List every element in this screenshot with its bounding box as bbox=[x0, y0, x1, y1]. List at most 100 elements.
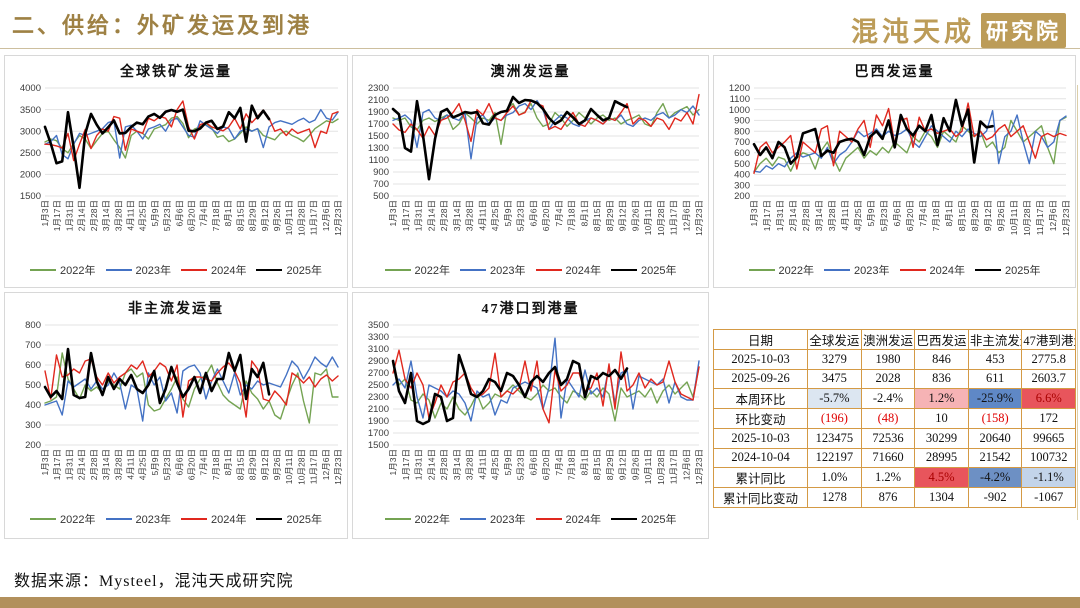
legend-label: 2022年 bbox=[414, 265, 451, 277]
table-cell: 20640 bbox=[967, 428, 1023, 449]
legend-label: 2023年 bbox=[490, 265, 526, 277]
chart-panel-ports: 47港口到港量 1500 1700 1900 2100 2300 2500 2700 2900… bbox=[352, 292, 709, 539]
svg-text:6月6日: 6月6日 bbox=[174, 200, 184, 226]
svg-text:8月1日: 8月1日 bbox=[223, 200, 233, 226]
table-cell: -4.2% bbox=[967, 467, 1023, 488]
legend-item: 2023年 bbox=[105, 262, 171, 278]
svg-text:1月31日: 1月31日 bbox=[414, 200, 424, 231]
legend-item: 2025年 bbox=[610, 262, 676, 278]
svg-text:4月25日: 4月25日 bbox=[853, 200, 863, 231]
svg-text:2月28日: 2月28日 bbox=[439, 449, 449, 480]
svg-text:2月14日: 2月14日 bbox=[788, 200, 798, 231]
svg-text:3500: 3500 bbox=[368, 320, 389, 331]
svg-text:600: 600 bbox=[25, 360, 41, 371]
svg-text:12月6日: 12月6日 bbox=[681, 449, 691, 480]
table-cell: 4.5% bbox=[914, 467, 969, 488]
legend-item: 2024年 bbox=[899, 262, 965, 278]
svg-text:12月23日: 12月23日 bbox=[333, 200, 343, 236]
svg-text:9月12日: 9月12日 bbox=[983, 200, 993, 231]
svg-text:5月23日: 5月23日 bbox=[879, 200, 889, 231]
svg-text:2月14日: 2月14日 bbox=[77, 200, 87, 231]
svg-text:6月20日: 6月20日 bbox=[187, 449, 197, 480]
svg-text:800: 800 bbox=[25, 320, 41, 331]
svg-text:9月12日: 9月12日 bbox=[618, 449, 628, 480]
svg-text:900: 900 bbox=[373, 167, 389, 178]
svg-text:6月6日: 6月6日 bbox=[892, 200, 902, 226]
svg-text:1月31日: 1月31日 bbox=[64, 200, 74, 231]
legend-label: 2023年 bbox=[854, 265, 890, 277]
svg-text:7月4日: 7月4日 bbox=[199, 200, 209, 226]
svg-text:2月28日: 2月28日 bbox=[439, 200, 449, 231]
table-cell: 2025-10-03 bbox=[712, 428, 809, 449]
svg-text:10月28日: 10月28日 bbox=[656, 200, 666, 236]
svg-text:400: 400 bbox=[734, 170, 750, 181]
svg-text:700: 700 bbox=[734, 137, 750, 148]
svg-text:7月4日: 7月4日 bbox=[554, 200, 564, 226]
svg-text:8月1日: 8月1日 bbox=[579, 449, 589, 475]
svg-text:2月14日: 2月14日 bbox=[77, 449, 87, 480]
legend-item: 2022年 bbox=[30, 511, 96, 527]
svg-text:3月14日: 3月14日 bbox=[452, 449, 462, 480]
svg-text:4月25日: 4月25日 bbox=[490, 449, 500, 480]
svg-text:1月17日: 1月17日 bbox=[762, 200, 772, 231]
table-cell: 611 bbox=[967, 368, 1023, 389]
table-cell: 1.2% bbox=[860, 467, 916, 488]
table-row: 本周环比 -5.7% -2.4% 1.2% -25.9% 6.6% bbox=[712, 388, 1076, 409]
table-cell: 累计同比 bbox=[712, 467, 809, 488]
table-cell: 100732 bbox=[1021, 447, 1076, 468]
svg-text:4月11日: 4月11日 bbox=[126, 449, 136, 480]
table-cell: 72536 bbox=[860, 428, 916, 449]
svg-text:2500: 2500 bbox=[368, 380, 389, 391]
legend-label: 2024年 bbox=[929, 265, 965, 277]
svg-text:8月15日: 8月15日 bbox=[235, 449, 245, 480]
data-source: 数据来源：Mysteel，混沌天成研究院 bbox=[14, 573, 294, 590]
svg-text:2月28日: 2月28日 bbox=[89, 449, 99, 480]
table-cell: 环比变动 bbox=[712, 408, 809, 429]
svg-text:10月11日: 10月11日 bbox=[284, 449, 294, 484]
chart-plot-ports: 1500 1700 1900 2100 2300 2500 2700 2900 3100 3300… bbox=[353, 319, 708, 509]
svg-text:4月25日: 4月25日 bbox=[138, 449, 148, 480]
svg-text:1200: 1200 bbox=[729, 83, 750, 94]
legend-item: 2023年 bbox=[460, 511, 526, 527]
svg-text:5月23日: 5月23日 bbox=[162, 200, 172, 231]
svg-text:7月4日: 7月4日 bbox=[918, 200, 928, 226]
legend-item: 2022年 bbox=[30, 262, 96, 278]
svg-text:10月28日: 10月28日 bbox=[296, 200, 306, 236]
page-title: 二、供给：外矿发运及到港 bbox=[12, 13, 313, 38]
legend-swatch bbox=[460, 518, 487, 520]
table-cell: 2603.7 bbox=[1021, 368, 1076, 389]
svg-text:3月28日: 3月28日 bbox=[113, 200, 123, 231]
svg-text:3月14日: 3月14日 bbox=[452, 200, 462, 231]
chart-legend: 2022年 2023年 2024年 2025年 bbox=[353, 509, 708, 529]
line-chart-svg: 200 300 400 500 600 700 800 1月3日 1月17日 1月31日 2月14日… bbox=[25, 320, 343, 485]
table-cell: -2.4% bbox=[860, 388, 916, 409]
legend-label: 2025年 bbox=[286, 514, 322, 526]
svg-text:1500: 1500 bbox=[368, 440, 389, 451]
table-header-cell: 日期 bbox=[712, 329, 809, 350]
charts-grid: 全球铁矿发运量 1500 2000 2500 3000 3500 4000 1月3日 1月17… bbox=[4, 55, 1076, 539]
legend-item: 2022年 bbox=[384, 511, 450, 527]
svg-text:6月6日: 6月6日 bbox=[174, 449, 184, 475]
legend-swatch bbox=[460, 269, 487, 271]
svg-text:7月4日: 7月4日 bbox=[554, 449, 564, 475]
table-cell: 2025-09-26 bbox=[712, 368, 809, 389]
chart-legend: 2022年 2023年 2024年 2025年 bbox=[5, 260, 347, 280]
table-cell: 2025-10-03 bbox=[712, 349, 809, 370]
svg-text:1月3日: 1月3日 bbox=[40, 200, 50, 226]
table-cell: 2028 bbox=[860, 368, 916, 389]
svg-text:7月18日: 7月18日 bbox=[931, 200, 941, 231]
svg-text:10月11日: 10月11日 bbox=[643, 200, 653, 235]
table-header-cell: 47港到港量 bbox=[1021, 329, 1076, 350]
table-cell: 10 bbox=[914, 408, 969, 429]
svg-text:9月12日: 9月12日 bbox=[260, 200, 270, 231]
chart-legend: 2022年 2023年 2024年 2025年 bbox=[5, 509, 347, 529]
table-row: 2025-10-03 3279 1980 846 453 2775.8 bbox=[712, 349, 1076, 370]
svg-text:1月17日: 1月17日 bbox=[52, 200, 62, 231]
svg-text:11月17日: 11月17日 bbox=[669, 449, 679, 484]
legend-item: 2024年 bbox=[535, 262, 601, 278]
svg-text:2月28日: 2月28日 bbox=[89, 200, 99, 231]
svg-text:1月3日: 1月3日 bbox=[40, 449, 50, 475]
svg-text:4月11日: 4月11日 bbox=[126, 200, 136, 231]
table-cell: 6.6% bbox=[1021, 388, 1076, 409]
